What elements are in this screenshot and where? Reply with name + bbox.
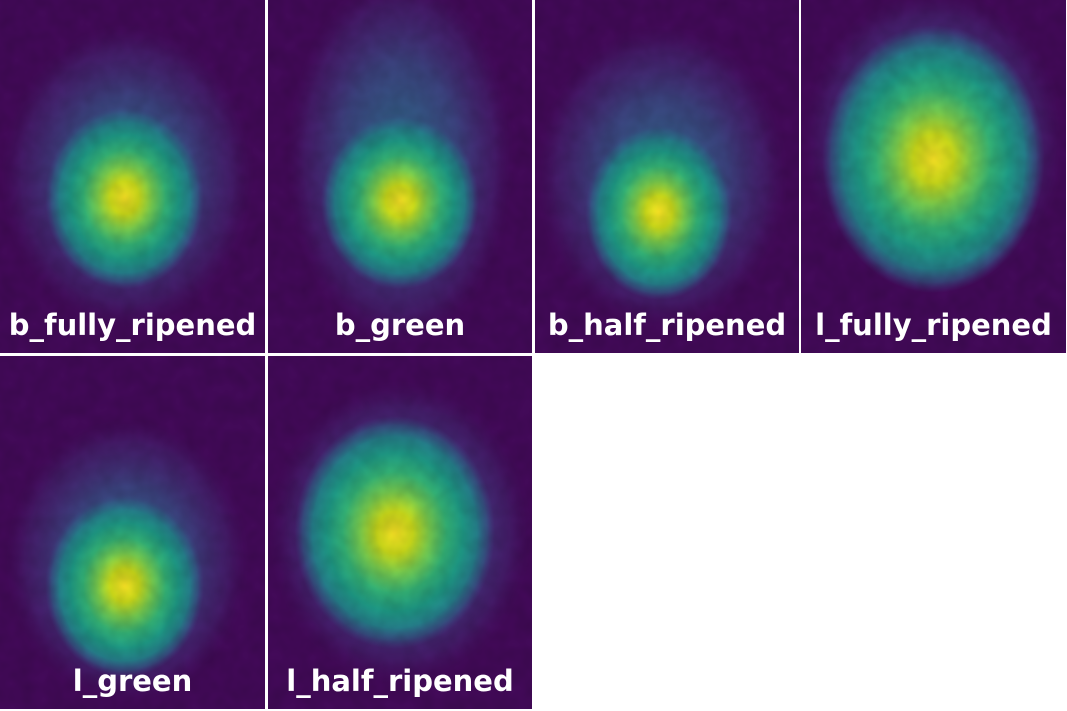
panel-label: l_fully_ripened bbox=[815, 308, 1052, 342]
texture bbox=[268, 0, 532, 353]
heatmap-panel: b_fully_ripened bbox=[0, 0, 265, 353]
heatmap-panel: l_green bbox=[0, 356, 265, 709]
texture bbox=[268, 356, 532, 709]
heatmap-panel: b_green bbox=[268, 0, 532, 353]
panel-label: b_fully_ripened bbox=[9, 308, 257, 342]
panel-label: l_half_ripened bbox=[286, 664, 513, 698]
heatmap-panel: b_half_ripened bbox=[535, 0, 799, 353]
heatmap-panel: l_fully_ripened bbox=[801, 0, 1066, 353]
panel-label: b_half_ripened bbox=[548, 308, 786, 342]
texture bbox=[0, 0, 265, 353]
panel-label: b_green bbox=[335, 308, 465, 342]
texture bbox=[0, 356, 265, 709]
texture bbox=[535, 0, 799, 353]
texture bbox=[801, 0, 1066, 353]
heatmap-panel: l_half_ripened bbox=[268, 356, 532, 709]
panel-label: l_green bbox=[73, 664, 192, 698]
